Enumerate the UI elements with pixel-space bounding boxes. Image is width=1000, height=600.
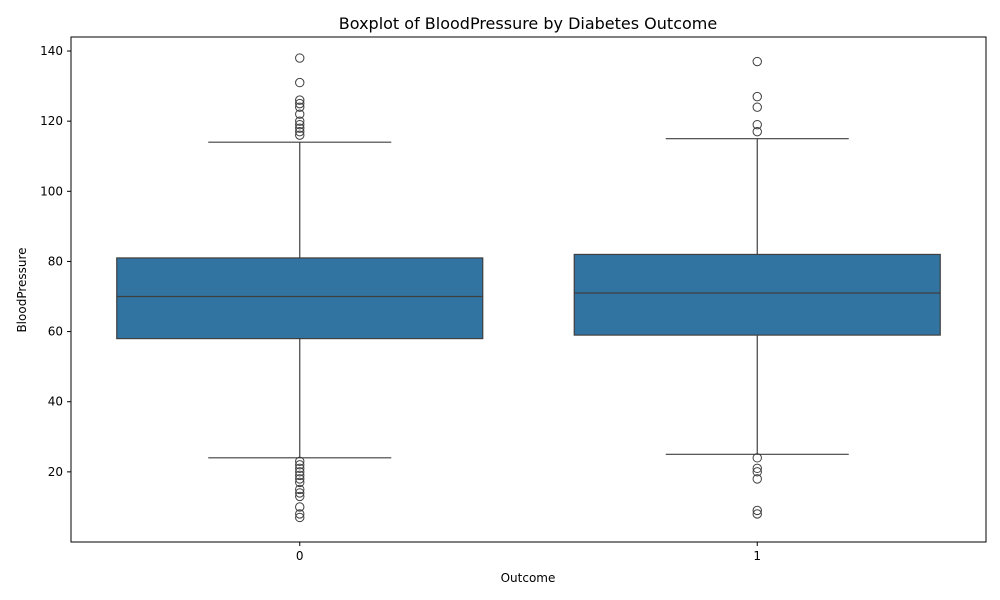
outlier-point (295, 123, 305, 133)
outlier-point (295, 474, 305, 484)
outlier-point (752, 91, 762, 102)
box-group-0 (116, 53, 484, 523)
x-tick-label: 0 (296, 549, 304, 563)
outlier-point (295, 477, 305, 488)
outlier-point (752, 474, 762, 484)
outlier-point (752, 463, 762, 474)
outlier-point (295, 116, 305, 126)
outlier-point (295, 102, 305, 112)
outlier-point (752, 467, 762, 477)
y-tick-label: 20 (48, 465, 63, 479)
outlier-point (752, 102, 762, 112)
y-tick-label: 120 (40, 114, 63, 128)
iqr-box (573, 253, 941, 336)
outlier-point (295, 491, 305, 502)
outlier-point (295, 467, 305, 477)
outlier-point (752, 453, 762, 463)
y-tick-label: 100 (40, 184, 63, 198)
outlier-point (752, 119, 762, 130)
outlier-point (295, 509, 305, 519)
outlier-point (752, 505, 762, 516)
outlier-point (295, 470, 305, 481)
outlier-point (295, 512, 305, 523)
y-axis-label: BloodPressure (15, 247, 29, 332)
outlier-point (295, 460, 305, 470)
outlier-point (295, 484, 305, 495)
y-tick-label: 80 (48, 254, 63, 268)
iqr-box (116, 257, 484, 340)
outlier-point (295, 77, 305, 88)
x-tick-label: 1 (753, 549, 761, 563)
box-group-1 (573, 56, 941, 519)
plot-frame (70, 36, 987, 543)
outlier-point (295, 98, 305, 109)
chart-title: Boxplot of BloodPressure by Diabetes Out… (339, 14, 717, 33)
outlier-point (295, 126, 305, 137)
outlier-point (295, 463, 305, 474)
outlier-point (752, 509, 762, 519)
outlier-point (752, 56, 762, 67)
plot-area (116, 53, 941, 523)
outlier-point (295, 502, 305, 512)
outlier-point (295, 53, 305, 63)
outlier-point (295, 456, 305, 467)
outlier-point (295, 95, 305, 105)
y-tick-label: 60 (48, 325, 63, 339)
y-tick-label: 40 (48, 395, 63, 409)
outlier-point (752, 126, 762, 137)
outlier-point (295, 130, 305, 140)
outlier-point (295, 488, 305, 498)
x-axis-label: Outcome (501, 571, 556, 585)
outlier-point (295, 119, 305, 130)
y-axis: 20 40 60 80 100 120 140 (40, 44, 71, 479)
y-tick-label: 140 (40, 44, 63, 58)
outlier-point (295, 109, 305, 119)
